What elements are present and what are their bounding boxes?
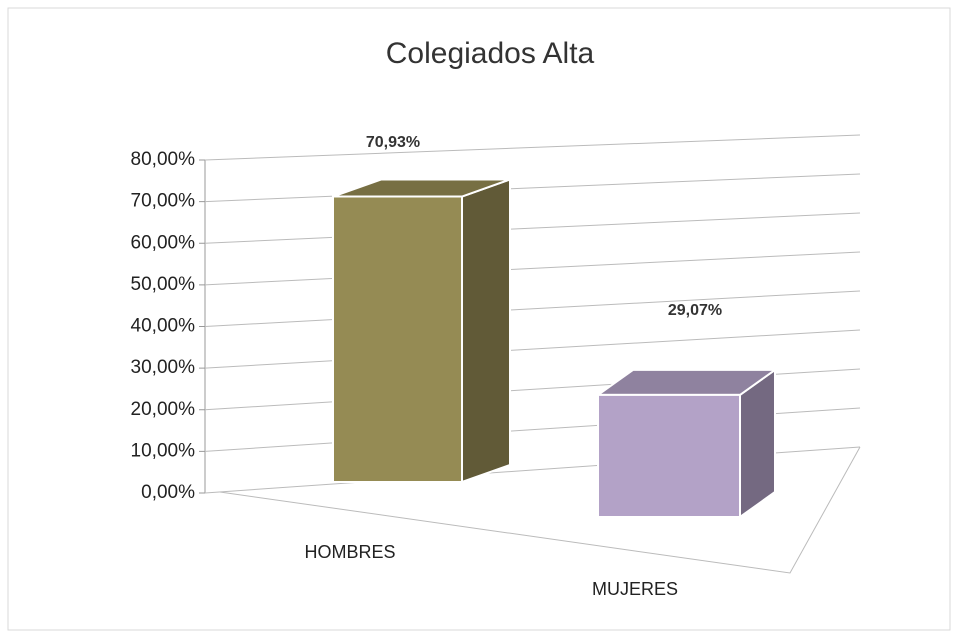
value-label: 70,93%	[366, 134, 420, 151]
bar-side	[461, 178, 511, 484]
grid-line	[204, 251, 861, 286]
bar	[332, 195, 463, 483]
chart-title: Colegiados Alta	[386, 37, 595, 70]
y-tick-label: 70,00%	[131, 191, 196, 212]
x-tick-label: HOMBRES	[304, 542, 395, 562]
y-tick-label: 20,00%	[131, 399, 196, 420]
bar	[597, 393, 741, 519]
floor	[219, 446, 861, 574]
grid-line	[204, 329, 861, 369]
grid-line	[204, 134, 861, 161]
y-tick-label: 30,00%	[131, 357, 196, 378]
value-label: 29,07%	[668, 302, 722, 319]
y-tick-label: 40,00%	[131, 316, 196, 337]
x-tick-label: MUJERES	[592, 579, 678, 599]
y-tick-label: 80,00%	[131, 149, 196, 170]
y-tick-label: 60,00%	[131, 232, 196, 253]
grid-line	[204, 212, 861, 244]
y-tick-label: 10,00%	[131, 440, 196, 461]
y-tick-label: 50,00%	[131, 274, 196, 295]
grid-line	[204, 173, 861, 203]
grid-line	[204, 290, 861, 327]
y-tick-label: 0,00%	[141, 482, 195, 503]
